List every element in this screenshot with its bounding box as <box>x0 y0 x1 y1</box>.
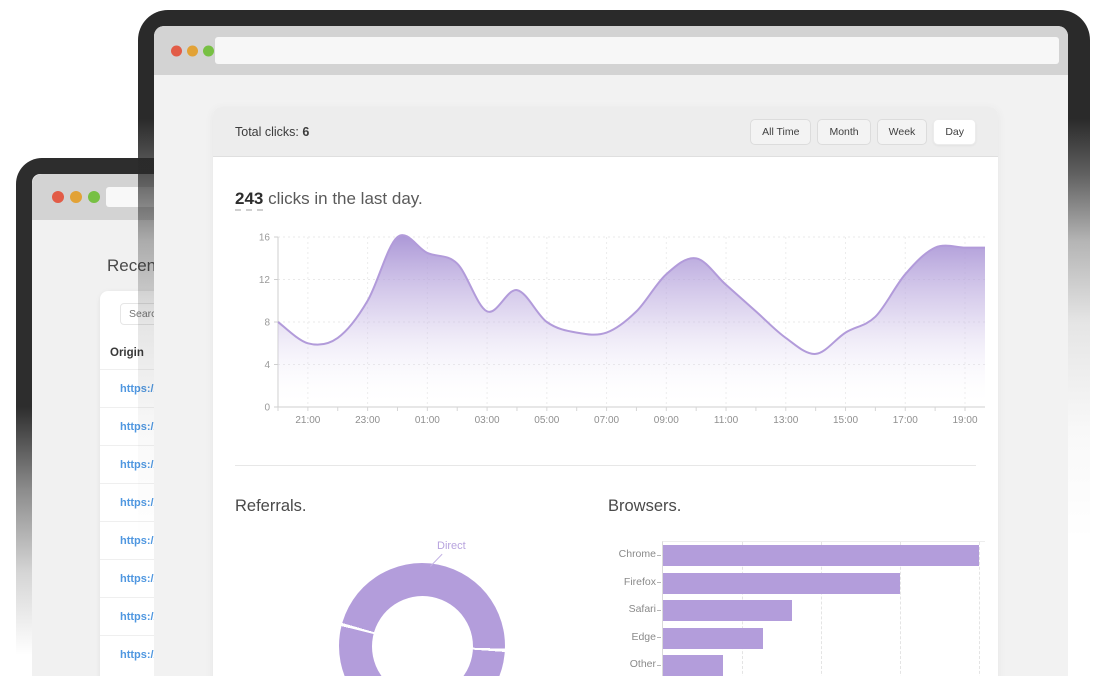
x-tick-label: 05:00 <box>534 415 559 426</box>
minimize-button-icon[interactable] <box>70 191 82 203</box>
front-traffic-lights <box>171 45 214 56</box>
y-tick-label: 12 <box>259 275 271 286</box>
range-button-week[interactable]: Week <box>876 118 928 145</box>
bar-grid-line <box>979 542 980 676</box>
front-browser-window: Total clicks: 6 All Time Month Week Day 243… <box>154 26 1068 676</box>
x-tick-label: 01:00 <box>415 415 440 426</box>
close-button-icon[interactable] <box>171 45 182 56</box>
bar-label-edge: Edge <box>631 630 656 643</box>
back-page-title: Recent <box>107 256 161 275</box>
y-tick-label: 4 <box>264 360 270 371</box>
bar-edge <box>663 627 763 649</box>
clicks-headline-value: 243 <box>235 189 264 211</box>
time-range-button-group: All Time Month Week Day <box>750 118 976 145</box>
bar-grid-line <box>821 542 822 676</box>
bar-label-safari: Safari <box>628 603 656 615</box>
front-url-bar[interactable] <box>215 37 1059 64</box>
bar-category-tick <box>657 609 661 611</box>
bar-chart-plot <box>662 541 985 676</box>
bar-firefox <box>663 572 900 594</box>
x-tick-label: 07:00 <box>594 415 619 426</box>
total-clicks: Total clicks: 6 <box>235 125 309 139</box>
analytics-card-header: Total clicks: 6 All Time Month Week Day <box>213 107 998 157</box>
origin-link[interactable]: https:// <box>120 534 157 547</box>
back-traffic-lights <box>52 191 100 203</box>
total-clicks-label: Total clicks: <box>235 124 299 139</box>
referrals-donut-chart <box>339 563 505 676</box>
x-tick-label: 15:00 <box>833 415 858 426</box>
bar-category-tick <box>657 554 661 556</box>
origin-link[interactable]: https:// <box>120 382 157 395</box>
clicks-headline: 243 clicks in the last day. <box>235 189 423 211</box>
bar-label-chrome: Chrome <box>618 548 656 560</box>
x-tick-label: 11:00 <box>714 415 739 426</box>
origin-link[interactable]: https:// <box>120 458 157 471</box>
bar-category-tick <box>657 664 661 666</box>
y-tick-label: 0 <box>264 403 270 414</box>
x-tick-label: 13:00 <box>773 415 798 426</box>
area-chart-svg: 0 4 8 12 16 21:00 23:00 01:00 03:00 05:00 07:00 09:… <box>259 233 985 426</box>
y-tick-label: 8 <box>264 318 270 329</box>
minimize-button-icon[interactable] <box>187 45 198 56</box>
bar-grid-line <box>900 542 901 676</box>
bar-label-other: Other <box>629 658 656 670</box>
bar-label-firefox: Firefox <box>623 575 656 588</box>
zoom-button-icon[interactable] <box>203 45 214 56</box>
bar-other <box>663 655 723 676</box>
x-tick-label: 09:00 <box>654 415 679 426</box>
origin-link[interactable]: https:// <box>120 610 157 623</box>
section-divider <box>235 465 976 466</box>
x-tick-label: 23:00 <box>355 415 380 426</box>
range-button-day[interactable]: Day <box>933 118 976 145</box>
front-titlebar <box>154 26 1068 75</box>
origin-link[interactable]: https:// <box>120 420 157 433</box>
referrals-section-title: Referrals. <box>235 497 307 515</box>
clicks-area-chart: 0 4 8 12 16 21:00 23:00 01:00 03:00 05:00 07:00 09:… <box>235 231 985 431</box>
origin-link[interactable]: https:// <box>120 572 157 585</box>
origin-link[interactable]: https:// <box>120 496 157 509</box>
origin-link[interactable]: https:// <box>120 648 157 661</box>
y-tick-label: 16 <box>259 233 271 244</box>
bar-category-tick <box>657 637 661 638</box>
zoom-button-icon[interactable] <box>88 191 100 203</box>
bar-safari <box>663 600 792 621</box>
range-button-all-time[interactable]: All Time <box>750 118 812 145</box>
table-header-origin: Origin <box>110 347 144 359</box>
x-tick-label: 21:00 <box>295 415 320 426</box>
bar-chrome <box>663 545 979 566</box>
clicks-headline-text: clicks in the last day. <box>263 189 423 208</box>
bar-category-tick <box>657 582 661 583</box>
range-button-month[interactable]: Month <box>817 118 871 145</box>
donut-slice-label-direct: Direct <box>437 540 466 552</box>
x-tick-label: 17:00 <box>893 415 918 426</box>
donut-hole <box>371 595 473 676</box>
analytics-card: Total clicks: 6 All Time Month Week Day 243… <box>213 107 998 676</box>
total-clicks-value: 6 <box>302 124 310 139</box>
area-fill <box>278 235 985 407</box>
browsers-section-title: Browsers. <box>608 497 682 515</box>
area-line <box>277 234 985 355</box>
browsers-bar-chart: Chrome Firefox Safari Edge Other <box>608 535 985 676</box>
close-button-icon[interactable] <box>52 191 64 203</box>
x-tick-label: 03:00 <box>475 415 500 426</box>
x-tick-label: 19:00 <box>952 415 977 426</box>
